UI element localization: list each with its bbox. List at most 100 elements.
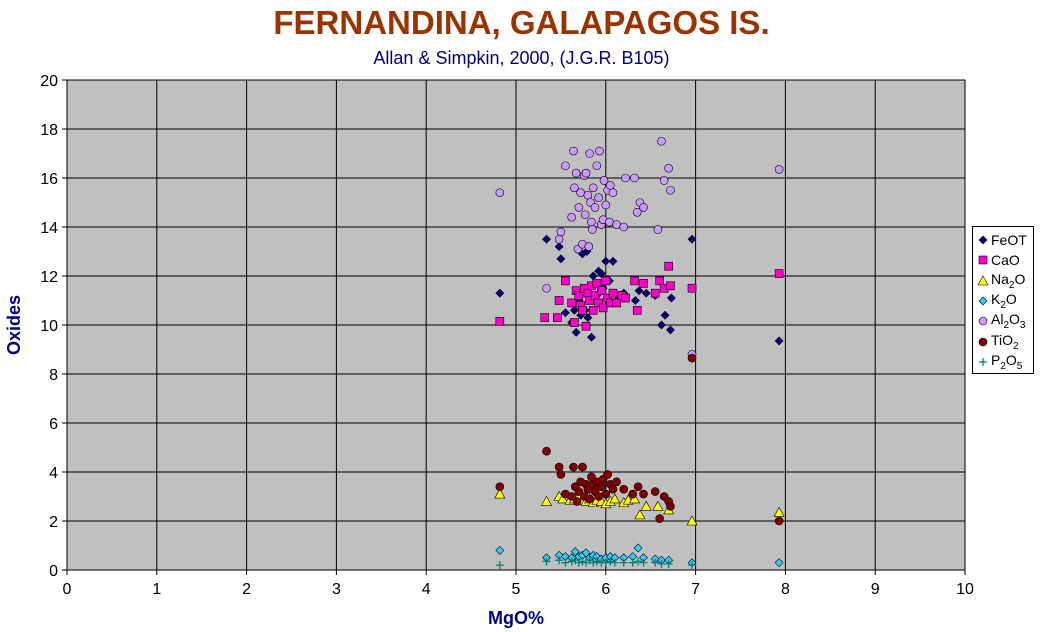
data-point-cao (598, 303, 608, 313)
legend-marker-k2o (978, 296, 988, 306)
data-point-al2o3 (605, 217, 614, 227)
data-point-al2o3 (576, 188, 585, 197)
data-point-feot (542, 234, 551, 244)
data-point-al2o3 (567, 212, 576, 222)
data-point-k2o (570, 547, 580, 557)
data-point-al2o3 (556, 227, 566, 237)
data-point-cao (583, 288, 593, 298)
series-al2o3 (495, 136, 784, 359)
data-point-al2o3 (612, 220, 621, 229)
data-point-na2o (494, 488, 506, 499)
data-point-na2o (652, 500, 664, 511)
data-point-al2o3 (592, 161, 602, 171)
legend-item-p2o5: P2O5 (977, 352, 1022, 372)
data-point-na2o (557, 493, 569, 504)
data-point-cao (632, 305, 642, 315)
data-point-cao (601, 276, 611, 286)
data-point-feot (495, 288, 505, 298)
data-point-cao (578, 305, 587, 315)
data-point-al2o3 (581, 168, 591, 178)
legend-marker (979, 357, 987, 366)
data-point-feot (666, 325, 675, 335)
data-point-cao (630, 276, 639, 286)
data-point-tio2 (774, 516, 784, 526)
data-point-cao (540, 313, 550, 322)
legend-marker (978, 235, 988, 245)
y-axis-label: Oxides (4, 295, 24, 355)
data-point-feot (596, 269, 606, 278)
y-tick-label: 12 (40, 269, 58, 286)
data-point-tio2 (601, 489, 611, 499)
data-point-al2o3 (585, 149, 594, 158)
x-tick-label: 7 (691, 581, 700, 598)
data-point-p2o5 (634, 557, 643, 566)
data-point-cao (687, 283, 697, 293)
data-point-p2o5 (619, 558, 628, 567)
legend-marker-p2o5 (979, 357, 987, 366)
series-tio2 (495, 353, 784, 526)
legend-marker-tio2 (978, 337, 988, 346)
data-point-p2o5 (567, 557, 576, 566)
data-point-feot (608, 256, 618, 266)
data-point-al2o3 (664, 163, 673, 173)
data-point-na2o (640, 500, 652, 511)
data-point-na2o (629, 493, 641, 504)
data-point-tio2 (650, 487, 660, 496)
x-tick-label: 9 (871, 581, 880, 598)
legend-marker-feot (978, 235, 988, 245)
data-point-al2o3 (619, 222, 629, 232)
data-point-p2o5 (651, 558, 660, 567)
data-point-al2o3 (554, 234, 564, 244)
legend-label: Al2O3 (991, 311, 1026, 332)
data-point-p2o5 (664, 559, 673, 568)
data-point-p2o5 (561, 558, 570, 567)
legend-marker-cao (978, 255, 988, 265)
data-point-cao (553, 313, 562, 322)
data-point-al2o3 (608, 188, 618, 197)
legend-item-na2o: Na2O (977, 271, 1025, 291)
data-point-tio2 (556, 470, 566, 479)
data-point-tio2 (633, 482, 643, 492)
data-point-k2o (774, 558, 784, 568)
data-point-tio2 (542, 446, 551, 456)
y-tick-label: 0 (49, 563, 58, 580)
data-point-p2o5 (589, 558, 598, 567)
data-point-na2o (634, 509, 646, 520)
legend-marker (978, 255, 988, 265)
data-point-tio2 (495, 482, 505, 492)
data-point-tio2 (612, 477, 621, 487)
y-tick-label: 8 (49, 367, 58, 384)
data-point-feot (601, 256, 611, 266)
data-point-feot (660, 310, 670, 320)
data-point-tio2 (655, 514, 664, 523)
legend-item-al2o3: Al2O3 (977, 311, 1025, 331)
data-point-p2o5 (657, 559, 666, 568)
series-cao (495, 261, 784, 331)
data-point-cao (608, 288, 618, 298)
data-point-tio2 (628, 489, 638, 499)
data-point-feot (774, 336, 784, 346)
data-point-cao (567, 298, 576, 308)
data-point-feot (634, 286, 644, 296)
data-point-feot (560, 308, 570, 318)
legend-label: CaO (991, 252, 1020, 269)
data-point-tio2 (554, 462, 564, 472)
legend-item-feot: FeOT (977, 230, 1027, 250)
data-point-al2o3 (587, 217, 596, 227)
data-point-tio2 (666, 501, 675, 511)
data-point-feot (687, 234, 697, 244)
data-point-tio2 (597, 482, 606, 492)
data-point-cao (588, 305, 598, 315)
data-point-al2o3 (588, 225, 597, 234)
x-tick-label: 5 (512, 581, 521, 598)
x-axis-label: MgO% (488, 608, 544, 628)
x-tick-label: 0 (63, 581, 72, 598)
data-point-k2o (495, 545, 505, 555)
legend: FeOT CaO Na2O K2O Al2O3 TiO2 P2O5 (972, 226, 1034, 374)
x-tick-label: 1 (152, 581, 161, 598)
data-point-tio2 (608, 484, 618, 494)
data-point-feot (554, 242, 564, 252)
data-point-na2o (773, 506, 785, 517)
data-point-al2o3 (605, 181, 615, 190)
